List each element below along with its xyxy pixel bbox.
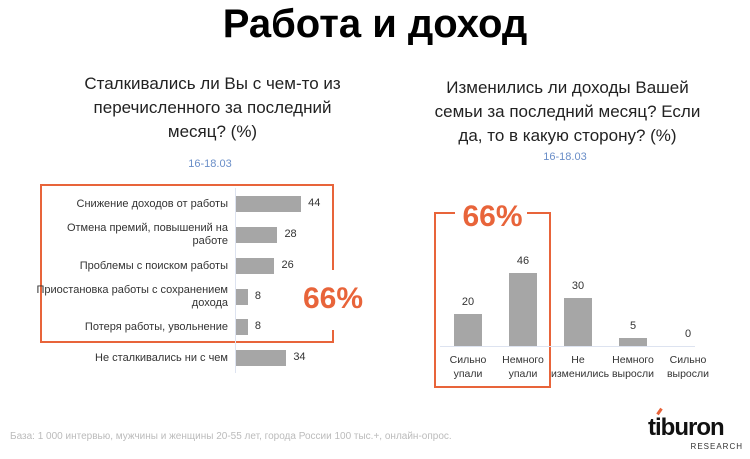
bar-value: 8 <box>254 320 261 332</box>
bar <box>564 298 592 346</box>
bar-value: 34 <box>293 351 306 363</box>
right-highlight-label: 66% <box>462 200 523 233</box>
bar-value: 46 <box>516 254 530 267</box>
bar-label: Снижение доходов от работы <box>34 191 228 217</box>
category-label: Сильно упали <box>449 354 487 380</box>
bar-label-text: Снижение доходов от работы <box>76 197 228 210</box>
page-title: Работа и доход <box>222 2 528 46</box>
bar <box>236 196 302 212</box>
bar-value: 44 <box>308 197 321 209</box>
left-axis <box>235 188 236 373</box>
logo-wordmark: tiburon <box>648 414 725 441</box>
box-gap <box>300 270 370 330</box>
bar-value: 8 <box>254 290 261 302</box>
bar-label: Отмена премий, повышений на работе <box>34 222 228 248</box>
bar-value: 30 <box>571 280 585 293</box>
right-chart-title: Изменились ли доходы Вашей семьи за посл… <box>434 78 701 145</box>
bar <box>236 289 248 305</box>
category-label: Не изменились <box>551 354 610 380</box>
bar <box>236 258 275 274</box>
bar <box>236 319 248 335</box>
bar-label: Проблемы с поиском работы <box>34 253 228 279</box>
bar <box>509 272 537 346</box>
box-gap <box>455 200 527 230</box>
bar-label: Потеря работы, увольнение <box>34 314 228 340</box>
category-label: Немного выросли <box>611 354 655 380</box>
footer-note: База: 1 000 интервью, мужчины и женщины … <box>10 431 452 442</box>
left-highlight-label: 66% <box>303 282 364 315</box>
bar-value: 28 <box>284 228 297 240</box>
bar-label-text: Отмена премий, повышений на работе <box>66 222 228 247</box>
bar-value: 26 <box>281 259 294 271</box>
bar <box>454 314 482 346</box>
left-chart-title: Сталкивались ли Вы с чем-то из перечисле… <box>84 74 341 141</box>
left-highlight-box <box>40 184 334 343</box>
bar-value: 0 <box>684 328 692 340</box>
bar <box>236 350 287 366</box>
bar-value: 5 <box>629 320 637 333</box>
category-label: Немного упали <box>502 354 544 380</box>
bar-label-text: Не сталкивались ни с чем <box>95 351 228 364</box>
logo-subtitle: RESEARCH <box>690 442 743 451</box>
bar <box>236 227 278 243</box>
bar-value: 20 <box>461 296 475 309</box>
right-chart-date: 16-18.03 <box>543 151 587 163</box>
bar-label-text: Проблемы с поиском работы <box>79 259 228 272</box>
bar-label: Приостановка работы с сохранением дохода <box>34 284 229 310</box>
logo: tiburon RESEARCH <box>648 407 743 451</box>
left-chart-date: 16-18.03 <box>188 158 232 170</box>
bar-label-text: Потеря работы, увольнение <box>84 320 228 333</box>
bar-label: Не сталкивались ни с чем <box>34 345 228 371</box>
right-axis <box>440 346 695 347</box>
bar <box>619 338 647 346</box>
bar-label-text: Приостановка работы с сохранением дохода <box>36 284 229 309</box>
category-label: Сильно выросли <box>666 354 710 380</box>
